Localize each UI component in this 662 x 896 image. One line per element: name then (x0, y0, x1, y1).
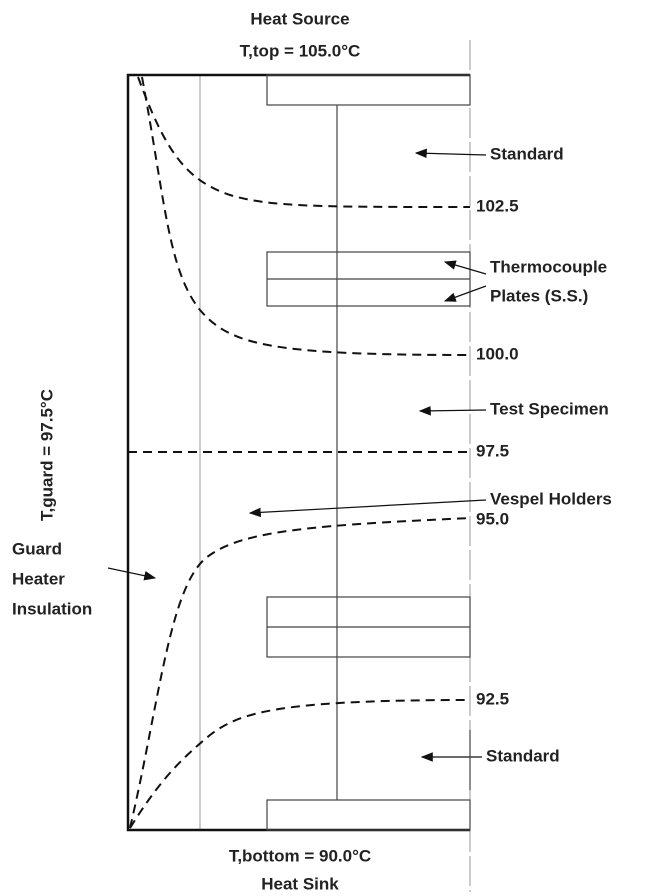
isotherm-label: 92.5 (476, 689, 509, 708)
label: Guard (12, 539, 62, 558)
arrow (443, 260, 487, 275)
bottom-standard (266, 799, 471, 831)
bottom-temperature: T,bottom = 90.0°C (229, 846, 371, 865)
arrow (418, 406, 487, 416)
label: Vespel Holders (490, 489, 612, 508)
isotherm (129, 517, 471, 829)
label: Plates (S.S.) (490, 286, 588, 305)
heat-source: Heat Source (250, 9, 349, 28)
isotherm-label: 100.0 (476, 344, 519, 363)
arrow (443, 285, 487, 302)
label: Standard (490, 144, 564, 163)
guard-temperature: T,guard = 97.5°C (37, 389, 56, 521)
label: Thermocouple (490, 257, 607, 276)
isotherm (137, 76, 471, 208)
arrow (414, 148, 487, 159)
top-standard (266, 74, 471, 106)
label: Heater (12, 569, 65, 588)
label: Test Specimen (490, 399, 609, 418)
isotherm (129, 699, 471, 829)
label: Insulation (12, 599, 92, 618)
isotherm-label: 102.5 (476, 196, 519, 215)
isotherm (141, 76, 471, 356)
heat-sink: Heat Sink (261, 874, 339, 893)
isotherm-label: 95.0 (476, 509, 509, 528)
isotherm-label: 97.5 (476, 441, 509, 460)
arrow (248, 499, 487, 518)
arrow (107, 567, 157, 581)
label: Standard (486, 746, 560, 765)
top-temperature: T,top = 105.0°C (240, 41, 361, 60)
